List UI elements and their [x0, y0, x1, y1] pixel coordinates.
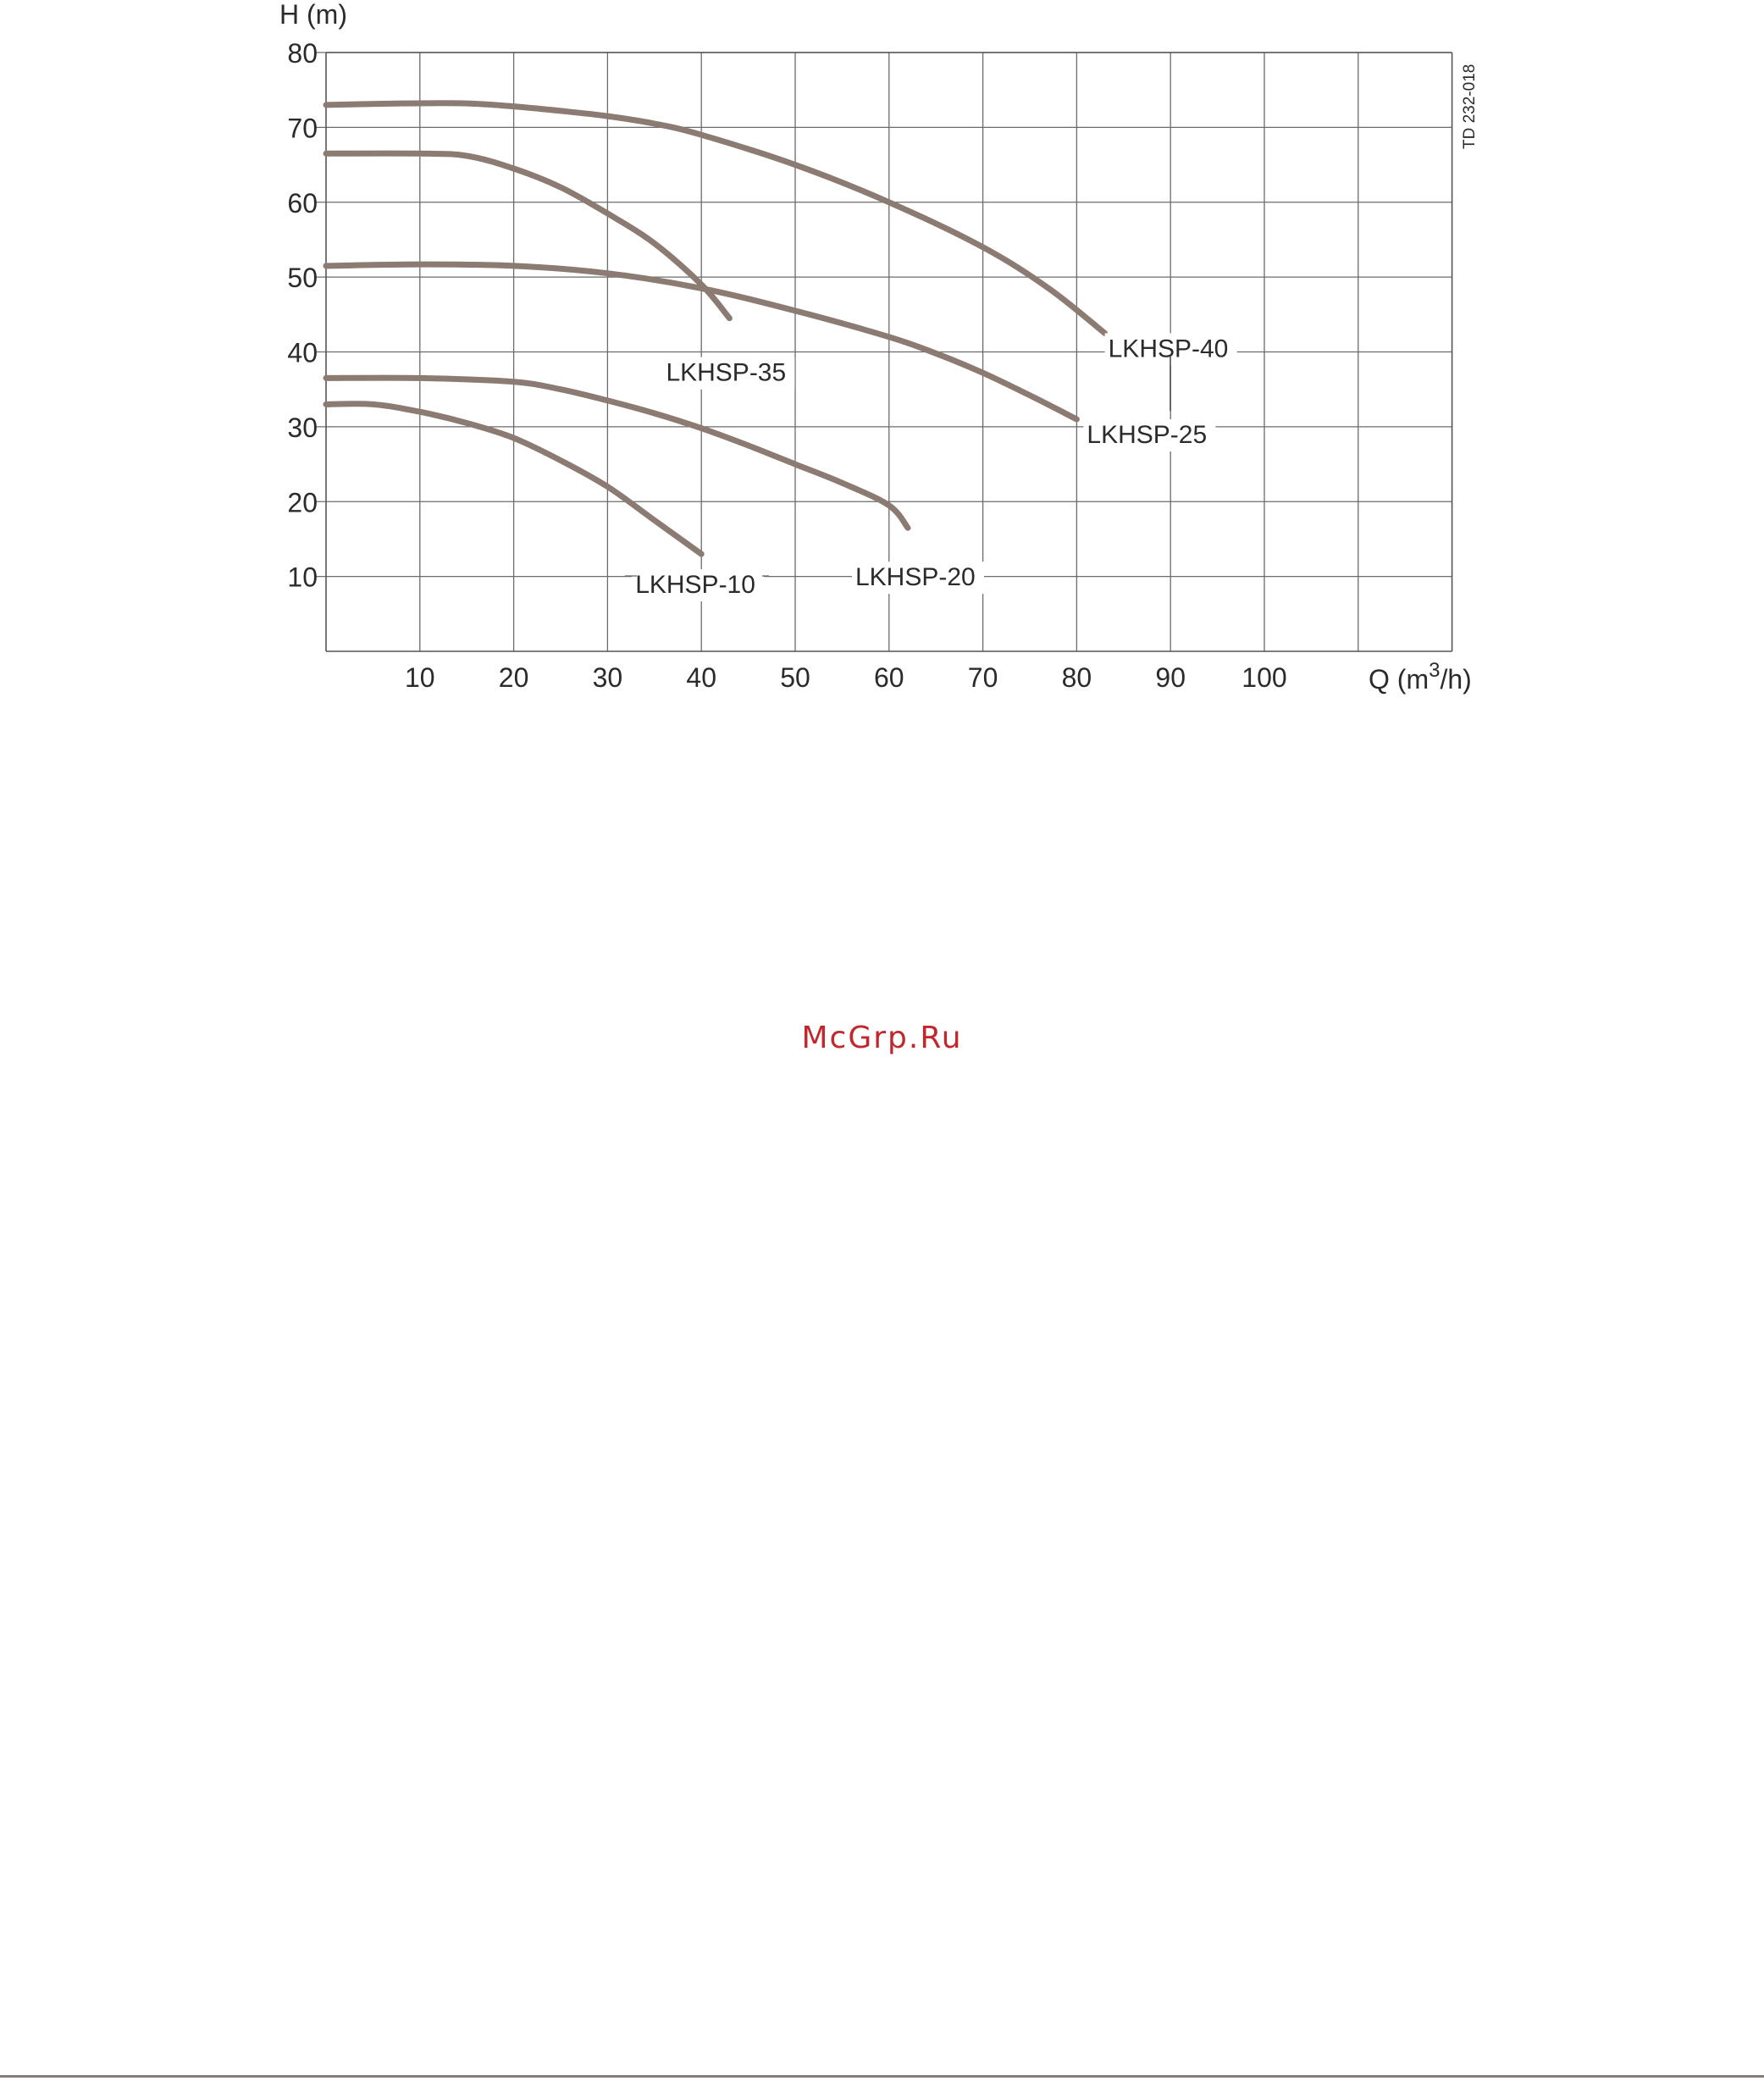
x-tick-label: 50 [780, 662, 810, 693]
y-tick-label: 20 [287, 487, 318, 517]
y-tick-label: 40 [287, 338, 318, 368]
series-label-backing [662, 357, 795, 390]
x-tick-label: 70 [968, 662, 998, 693]
bottom-divider [0, 2075, 1764, 2078]
y-tick-label: 80 [287, 38, 318, 69]
chart-axes [325, 52, 1453, 652]
x-tick-label: 40 [686, 662, 716, 693]
x-tick-label: 80 [1062, 662, 1092, 693]
reference-code: TD 232-018 [1461, 64, 1479, 149]
series-label-backing [1083, 419, 1216, 452]
y-tick-label: 30 [287, 412, 318, 443]
series-label: LKHSP-25 [1087, 421, 1207, 449]
series-curve-lkhsp-35 [323, 150, 733, 322]
x-axis-title: Q (m3/h) [1369, 659, 1472, 695]
x-tick-label: 90 [1155, 662, 1186, 693]
chart-series [323, 100, 1109, 557]
x-tick-label: 100 [1241, 662, 1286, 693]
x-tick-label: 30 [593, 662, 623, 693]
y-axis-title: H (m) [279, 0, 347, 30]
series-curve-lkhsp-25 [323, 261, 1080, 423]
series-curve-lkhsp-40 [323, 100, 1109, 336]
y-tick-label: 60 [287, 188, 318, 219]
y-tick-label: 50 [287, 263, 318, 293]
series-curve-lkhsp-20 [323, 374, 911, 531]
series-curve-lkhsp-10 [323, 401, 705, 557]
series-label: LKHSP-35 [666, 359, 786, 387]
chart-labels: 10 20 30 40 50 60 70 80 90 100 10 20 30 40 50 60 70 80 H (… [279, 0, 1479, 695]
chart-grid [316, 52, 1452, 651]
y-tick-label: 70 [287, 113, 318, 143]
x-tick-label: 60 [874, 662, 904, 693]
x-tick-label: 10 [405, 662, 435, 693]
series-label: LKHSP-10 [635, 571, 755, 599]
series-label-backing [632, 569, 765, 602]
series-label: LKHSP-40 [1109, 335, 1229, 363]
series-label: LKHSP-20 [855, 563, 976, 591]
x-tick-label: 20 [499, 662, 529, 693]
series-label-backing [851, 562, 984, 595]
watermark-text: McGrp.Ru [801, 1021, 963, 1055]
y-tick-label: 10 [287, 562, 318, 593]
